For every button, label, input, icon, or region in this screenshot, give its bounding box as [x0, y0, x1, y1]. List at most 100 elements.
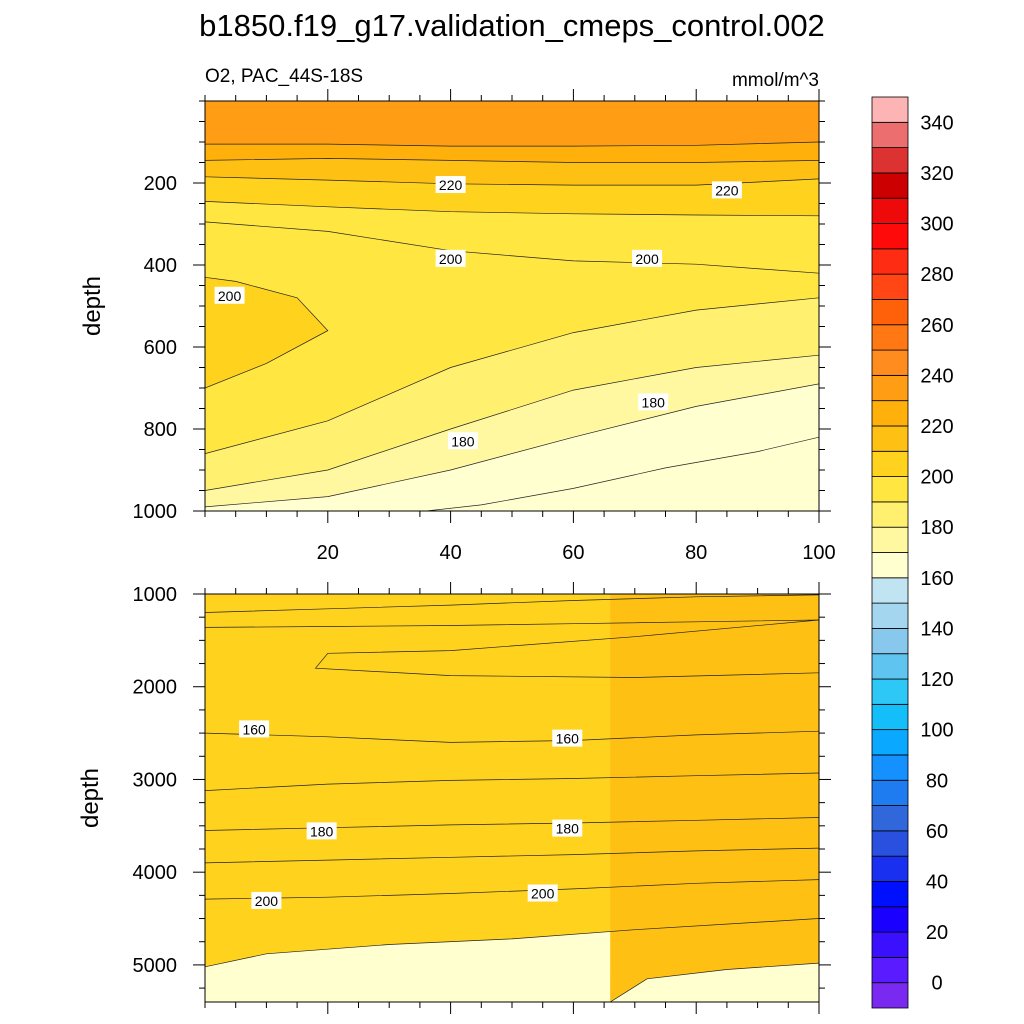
colorbar-swatch [871, 197, 909, 224]
lower-contour-label-bg [552, 819, 583, 837]
colorbar-swatch [871, 476, 909, 503]
lower-contour-line-160 [205, 619, 819, 628]
colorbar-tick-label: 20 [926, 922, 948, 944]
colorbar-tick-label: 300 [920, 214, 953, 236]
lower-contour-label-bg [527, 884, 558, 902]
colorbar-swatch [871, 273, 909, 300]
lower-contour-line-170 [205, 594, 819, 613]
colorbar-swatch [871, 248, 909, 275]
lower-contour-line-190 [205, 847, 819, 864]
lower-contour-line-220 [610, 962, 819, 1002]
colorbar-swatch [871, 779, 909, 806]
colorbar-swatch [871, 906, 909, 933]
lower-contour-label-bg [552, 729, 583, 747]
colorbar-tick-label: 180 [920, 517, 953, 539]
upper-contour-label: 220 [715, 182, 739, 198]
upper-x-tick-label: 100 [802, 542, 835, 564]
colorbar-swatch [871, 552, 909, 579]
colorbar-tick-label: 60 [926, 821, 948, 843]
lower-contour-label: 180 [556, 821, 580, 837]
colorbar-swatch [871, 678, 909, 705]
lower-y-tick-label: 2000 [133, 677, 178, 699]
lower-contour-label-bg [239, 720, 270, 738]
upper-y-axis-label: depth [79, 276, 106, 336]
colorbar-swatch [871, 374, 909, 402]
lower-y-tick-label: 1000 [133, 584, 178, 606]
colorbar-tick-label: 140 [920, 618, 953, 640]
upper-contour-line-200 [205, 221, 819, 274]
upper-contour-label: 180 [451, 433, 475, 449]
upper-y-tick-label: 800 [144, 419, 177, 441]
colorbar-swatch [871, 628, 909, 655]
colorbar-swatch [871, 653, 909, 680]
lower-contour-line-160 [205, 730, 819, 743]
lower-fill-region [610, 594, 819, 1002]
lower-panel: 1000 2000 3000 4000 5000 depth 160 160 180 180 200… [77, 582, 831, 1014]
colorbar-tick-label: 340 [920, 112, 953, 134]
lower-contour-line-200 [205, 879, 819, 900]
colorbar-swatch [871, 223, 909, 250]
colorbar-tick-label: 240 [920, 365, 953, 387]
upper-panel: 20 40 60 80 100 200 400 600 800 1000 depth 220 220 20… [79, 89, 836, 564]
colorbar-swatch [871, 172, 909, 199]
upper-fill-region [205, 101, 819, 147]
upper-contour-label: 200 [635, 251, 659, 267]
colorbar-swatch [871, 349, 909, 376]
colorbar-swatch [871, 450, 909, 477]
lower-contour-line-170 [205, 772, 819, 791]
colorbar-swatch [871, 729, 909, 756]
upper-x-tick-label: 20 [317, 542, 339, 564]
colorbar-swatch [871, 830, 909, 857]
colorbar-swatch [871, 577, 909, 604]
lower-contour-label-bg [306, 822, 337, 840]
colorbar-swatch [871, 754, 909, 781]
upper-contour-label: 220 [439, 177, 463, 193]
colorbar-swatch [871, 982, 909, 1009]
colorbar-tick-label: 120 [920, 669, 953, 691]
upper-contour-label-bg [632, 249, 663, 267]
colorbar-swatch [871, 324, 909, 351]
lower-y-tick-label: 3000 [133, 769, 178, 791]
upper-fill-region [205, 101, 328, 388]
upper-x-tick-label: 80 [685, 542, 707, 564]
lower-contour-line-150 [314, 619, 819, 678]
upper-contour-label-bg [435, 249, 466, 267]
colorbar-tick-label: 280 [920, 264, 953, 286]
colorbar-swatch [871, 501, 909, 528]
units-label: mmol/m^3 [732, 70, 819, 91]
colorbar-swatch [871, 425, 909, 452]
colorbar-tick-label: 220 [920, 416, 953, 438]
upper-contour-label: 200 [218, 288, 242, 304]
colorbar-swatch [871, 400, 909, 427]
colorbar-swatch [871, 526, 909, 553]
variable-region-label: O2, PAC_44S-18S [205, 66, 363, 87]
lower-y-axis-label: depth [77, 768, 104, 828]
upper-contour-label-bg [711, 181, 742, 199]
colorbar-swatch [871, 147, 909, 174]
upper-contour-line-190 [205, 354, 819, 491]
upper-y-tick-label: 1000 [133, 501, 178, 523]
colorbar-swatch [871, 96, 909, 123]
lower-contour-label: 180 [310, 823, 334, 839]
colorbar-tick-label: 80 [926, 770, 948, 792]
figure-title: b1850.f19_g17.validation_cmeps_control.0… [199, 8, 825, 43]
colorbar-swatch [871, 121, 909, 149]
colorbar-swatch [871, 855, 909, 882]
lower-contour-label: 160 [242, 721, 266, 737]
upper-contour-line-180 [205, 383, 819, 511]
upper-filled-contours [205, 101, 819, 511]
colorbar-tick-label: 200 [920, 467, 953, 489]
lower-contour-label-bg [251, 891, 282, 909]
colorbar-swatch [871, 956, 909, 984]
colorbar-tick-label: 40 [926, 871, 948, 893]
lower-contour-label: 200 [531, 886, 555, 902]
lower-contour-label: 200 [255, 893, 279, 909]
upper-x-tick-label: 40 [439, 542, 461, 564]
upper-contour-line-240 [205, 141, 819, 147]
lower-y-tick-label: 5000 [133, 955, 178, 977]
colorbar-swatch [871, 881, 909, 908]
colorbar-tick-label: 160 [920, 568, 953, 590]
lower-contour-label: 160 [556, 731, 580, 747]
upper-contour-line-205 [205, 276, 329, 389]
colorbar-swatch [871, 805, 909, 832]
